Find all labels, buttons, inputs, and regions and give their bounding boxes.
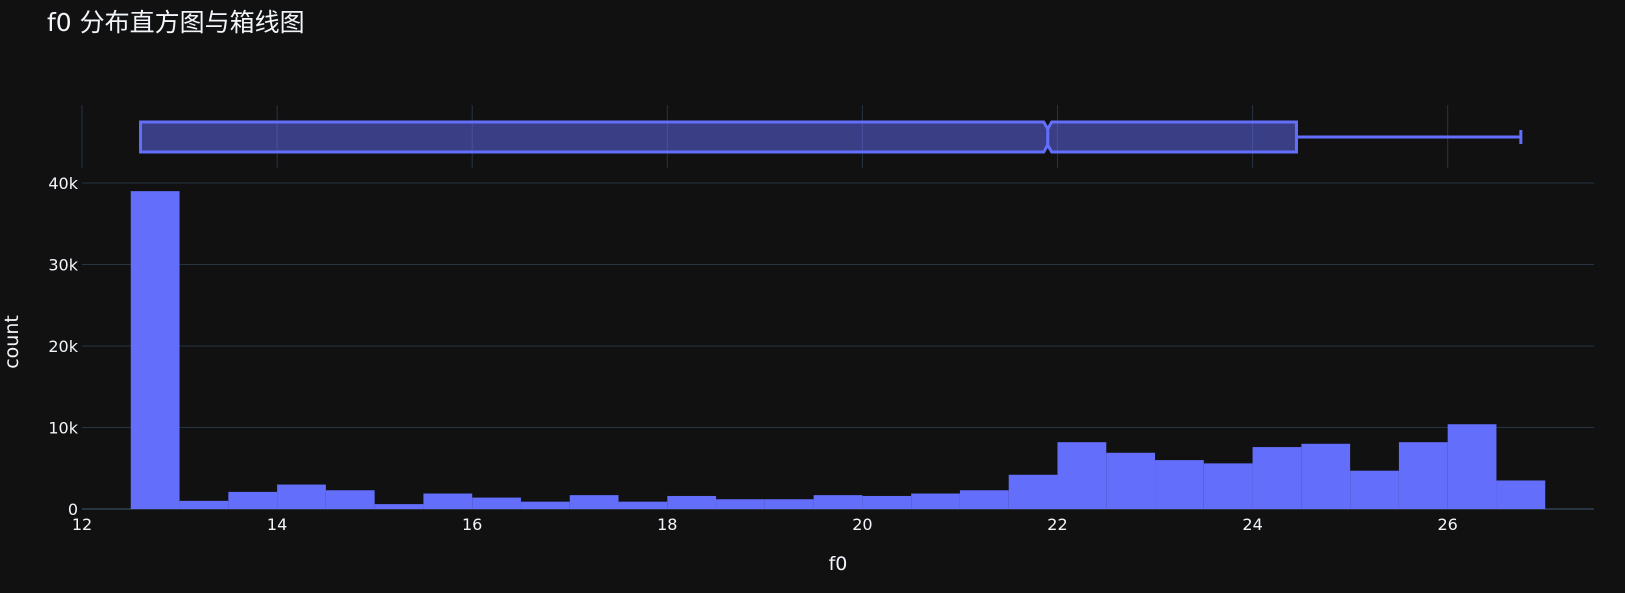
x-tick-label: 22 bbox=[1047, 515, 1067, 534]
y-tick-label: 40k bbox=[48, 174, 78, 193]
histogram-bar bbox=[618, 501, 668, 509]
histogram-bar bbox=[1057, 442, 1107, 509]
x-tick-label: 26 bbox=[1437, 515, 1457, 534]
y-tick-label: 0 bbox=[68, 500, 78, 519]
histogram-bar bbox=[1301, 443, 1351, 509]
histogram-bar bbox=[130, 191, 180, 509]
x-tick-label: 14 bbox=[267, 515, 287, 534]
chart-title: f0 分布直方图与箱线图 bbox=[47, 8, 305, 37]
histogram-bar bbox=[1203, 463, 1253, 509]
x-tick-label: 16 bbox=[462, 515, 482, 534]
histogram-bar bbox=[277, 484, 326, 509]
y-axis-title: count bbox=[1, 315, 23, 369]
histogram-bar bbox=[1155, 460, 1204, 509]
histogram-bar bbox=[1252, 447, 1302, 509]
histogram-bar bbox=[325, 490, 375, 509]
histogram-bar bbox=[423, 493, 473, 509]
histogram-bar bbox=[374, 504, 424, 509]
x-tick-label: 20 bbox=[852, 515, 872, 534]
histogram-bar bbox=[813, 495, 863, 509]
histogram-bar bbox=[569, 495, 619, 509]
histogram-bar bbox=[764, 499, 814, 509]
box-body bbox=[139, 120, 1298, 154]
histogram-bar bbox=[1350, 470, 1399, 509]
x-axis-title: f0 bbox=[829, 553, 848, 575]
histogram-bar bbox=[1106, 452, 1156, 509]
y-tick-label: 30k bbox=[48, 256, 78, 275]
histogram-bar bbox=[472, 497, 521, 509]
histogram-bar bbox=[862, 495, 912, 509]
y-tick-label: 10k bbox=[48, 419, 78, 438]
histogram-bar bbox=[1398, 442, 1448, 509]
histogram-bar bbox=[179, 500, 229, 509]
histogram-bar bbox=[959, 490, 1009, 509]
histogram-bar bbox=[228, 491, 278, 509]
histogram-bar bbox=[667, 495, 717, 509]
histogram-bar bbox=[716, 499, 765, 509]
histogram-bar bbox=[1008, 474, 1058, 509]
x-tick-label: 24 bbox=[1242, 515, 1262, 534]
histogram-bar bbox=[520, 501, 570, 509]
y-tick-label: 20k bbox=[48, 337, 78, 356]
histogram-bar bbox=[1496, 480, 1546, 509]
histogram-bar bbox=[911, 493, 960, 509]
x-tick-label: 12 bbox=[72, 515, 92, 534]
x-tick-label: 18 bbox=[657, 515, 677, 534]
histogram-bar bbox=[1447, 424, 1497, 509]
